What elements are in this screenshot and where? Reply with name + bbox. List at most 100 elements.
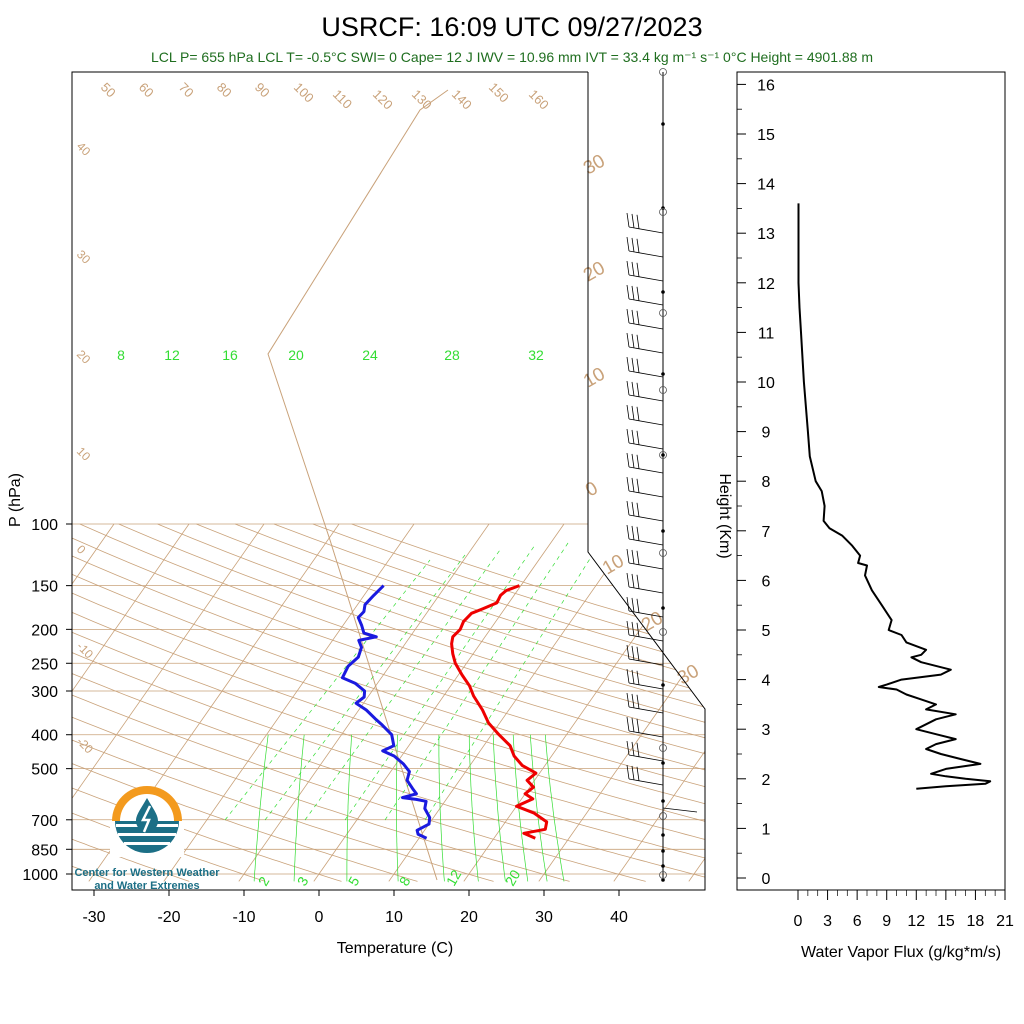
wind-barb-flag <box>626 332 630 348</box>
dry-adiabat-label: 140 <box>449 87 475 113</box>
wind-barb <box>628 250 664 258</box>
wind-barb-flag <box>626 212 630 228</box>
mixing-ratio-label: 8 <box>396 874 414 889</box>
height-tick-label: 11 <box>758 325 775 342</box>
isotherm-line <box>613 523 705 882</box>
dry-adiabat <box>72 523 705 882</box>
wind-barb-flag <box>631 549 635 564</box>
flux-tick-label: 15 <box>937 913 955 930</box>
wind-barb-flag <box>636 550 640 565</box>
wind-barb-flag <box>636 742 640 757</box>
mixing-ratio-line <box>512 734 529 882</box>
wind-barb-flag <box>636 502 640 517</box>
dry-adiabat <box>234 523 705 882</box>
mixing-ratio-label: 3 <box>294 874 312 889</box>
wind-barb-flag <box>626 500 630 516</box>
mixing-ratio-line <box>253 734 269 882</box>
wind-barb <box>628 346 664 354</box>
wind-barb-flag <box>631 741 635 756</box>
pressure-tick-label: 400 <box>31 728 58 745</box>
wind-barb <box>628 466 664 474</box>
wind-barb-flag <box>631 405 635 420</box>
wind-barb-flag <box>636 718 640 733</box>
mixing-ratio-line <box>492 734 506 882</box>
wind-level-dot <box>661 206 665 210</box>
wind-barb <box>628 274 664 282</box>
mixing-ratio-label: 12 <box>443 867 465 889</box>
mixing-ratio-label: 8 <box>117 347 125 363</box>
wind-barb <box>628 226 664 234</box>
dry-adiabat-label: 40 <box>74 139 94 159</box>
mixing-ratio-line <box>293 734 305 882</box>
dry-adiabat <box>72 523 646 882</box>
wind-barb-flag <box>636 454 640 469</box>
wind-barb-flag <box>626 476 630 492</box>
dry-adiabat-label: 130 <box>409 87 435 113</box>
dry-adiabat <box>79 523 705 882</box>
pressure-tick-label: 500 <box>31 762 58 779</box>
wind-level-dot <box>661 849 665 853</box>
wind-barb-flag <box>631 525 635 540</box>
water-drop-icon <box>136 798 158 832</box>
mixing-ratio-label: 32 <box>528 347 544 363</box>
wind-level-dot <box>661 683 665 687</box>
calm-wind-marker <box>659 812 667 820</box>
wind-barb-flag <box>636 766 640 781</box>
dry-adiabat-label: 90 <box>252 80 273 101</box>
moist-adiabat-label: 0 <box>582 478 602 501</box>
flux-axis-label: Water Vapor Flux (g/kg*m/s) <box>801 944 1001 961</box>
temperature-tick-label: 40 <box>610 909 628 926</box>
moist-adiabat-label: 10 <box>580 364 609 393</box>
wind-barb-flag <box>626 452 630 468</box>
flux-tick-label: 18 <box>967 913 985 930</box>
flux-panel-frame <box>736 71 1006 891</box>
wind-barb <box>628 442 664 450</box>
flux-tick-label: 0 <box>794 913 803 930</box>
dry-adiabat-label: 160 <box>526 87 552 113</box>
wind-barb-flag <box>636 358 640 373</box>
water-vapor-flux-line <box>797 203 992 790</box>
wind-barb <box>662 807 698 813</box>
pressure-axis: 100 150 200 250 300 400 500 700 850 1000 <box>22 517 72 884</box>
height-tick-label: 15 <box>757 127 775 144</box>
wind-barb-flag <box>626 572 630 588</box>
mixing-ratio-line <box>544 734 565 882</box>
height-tick-label: 7 <box>762 524 771 541</box>
pressure-tick-label: 200 <box>31 622 58 639</box>
wind-barb-flag <box>626 716 630 732</box>
dewpoint-line <box>340 584 432 840</box>
wind-barb-flag <box>631 429 635 444</box>
wind-barb-flag <box>626 620 630 636</box>
mixing-ratio-label: 24 <box>362 347 378 363</box>
calm-wind-marker <box>659 628 667 636</box>
wind-barb-flag <box>626 308 630 324</box>
height-tick-label: 10 <box>757 375 775 392</box>
dry-adiabat <box>72 523 705 882</box>
wind-level-dot <box>661 290 665 294</box>
wind-level-dot <box>661 799 665 803</box>
wind-barb-flag <box>631 669 635 684</box>
dry-adiabat <box>72 523 342 882</box>
dry-adiabat <box>72 523 705 882</box>
wind-barb-flag <box>631 309 635 324</box>
dry-adiabat <box>72 523 705 882</box>
temperature-tick-label: 30 <box>535 909 553 926</box>
wind-barb-flag <box>626 236 630 252</box>
height-axis-label: Height (Km) <box>716 473 733 558</box>
wind-barb <box>628 586 664 594</box>
moist-adiabat-label: 30 <box>580 151 609 180</box>
wind-barb-flag <box>631 381 635 396</box>
calm-wind-marker <box>659 208 667 216</box>
moist-adiabat <box>224 559 431 821</box>
wind-level-dot <box>661 529 665 533</box>
height-tick-label: 14 <box>757 177 775 194</box>
height-tick-label: 16 <box>757 77 775 94</box>
mixing-ratio-line <box>529 734 548 882</box>
mixing-ratio-label: 20 <box>288 347 304 363</box>
dry-adiabat-label: 70 <box>176 80 197 101</box>
height-tick-label: 0 <box>762 871 771 888</box>
flux-tick-label: 6 <box>853 913 862 930</box>
dry-adiabat-label: 120 <box>370 87 396 113</box>
wind-level-dot <box>661 453 665 457</box>
wind-barb-flag <box>626 260 630 276</box>
